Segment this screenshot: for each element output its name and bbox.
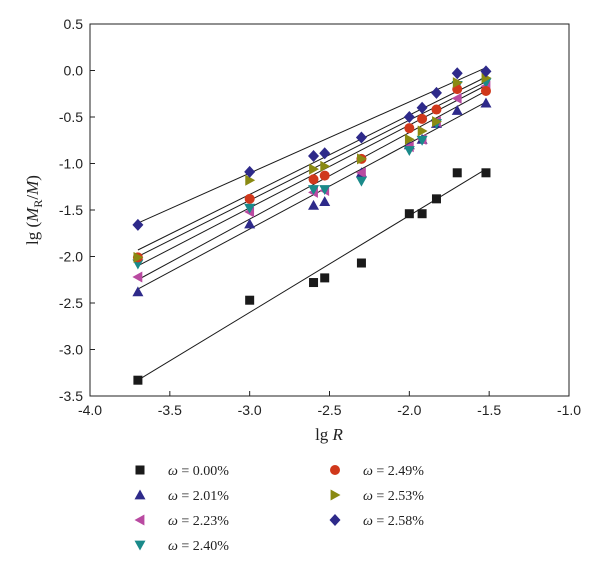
- data-point: [416, 101, 428, 114]
- data-point: [431, 104, 442, 115]
- x-tick-label: -1.0: [557, 402, 581, 418]
- data-point: [403, 146, 415, 156]
- data-point: [431, 194, 441, 204]
- legend-marker: [134, 540, 146, 551]
- data-point: [403, 111, 415, 123]
- legend-marker: [134, 514, 145, 526]
- data-point: [308, 174, 319, 185]
- y-tick-label: -3.0: [59, 342, 83, 358]
- legend-marker: [330, 489, 341, 501]
- data-point: [308, 199, 320, 210]
- data-point: [481, 168, 491, 178]
- data-point: [132, 271, 143, 283]
- data-point: [308, 185, 320, 196]
- data-point: [319, 147, 331, 160]
- x-tick-label: -1.5: [477, 402, 501, 418]
- data-point: [132, 259, 144, 270]
- data-point: [430, 86, 442, 99]
- data-point: [133, 251, 144, 263]
- data-point: [417, 125, 428, 137]
- data-point: [356, 258, 366, 268]
- x-tick-label: -2.5: [317, 402, 341, 418]
- y-tick-label: -1.0: [59, 156, 83, 172]
- x-tick-label: -2.0: [397, 402, 421, 418]
- data-point: [309, 278, 319, 288]
- data-point: [452, 77, 463, 89]
- data-point: [480, 97, 492, 108]
- legend-label: ω = 2.01%: [168, 489, 229, 504]
- legend-label: ω = 2.40%: [168, 539, 229, 554]
- data-point: [357, 153, 367, 165]
- data-point: [309, 163, 320, 175]
- data-point: [244, 193, 255, 204]
- data-point: [319, 196, 331, 207]
- data-point: [245, 174, 256, 186]
- y-tick-label: 0.0: [64, 63, 84, 79]
- y-tick-label: -3.5: [59, 388, 83, 404]
- data-point: [355, 131, 367, 144]
- data-point: [308, 150, 320, 163]
- plot-frame: [89, 23, 570, 397]
- legend-marker: [135, 465, 145, 475]
- data-point: [416, 135, 428, 146]
- data-point: [452, 168, 462, 178]
- legend-label: ω = 2.23%: [168, 514, 229, 529]
- legend-label: ω = 0.00%: [168, 464, 229, 479]
- data-point: [244, 218, 256, 229]
- data-point: [451, 67, 463, 80]
- data-point: [319, 185, 331, 196]
- y-tick-label: -0.5: [59, 109, 83, 125]
- data-point: [417, 113, 428, 124]
- data-point: [355, 176, 367, 187]
- x-axis-title: lg R: [315, 425, 343, 444]
- data-point: [451, 92, 462, 104]
- data-point: [404, 133, 415, 145]
- data-point: [451, 104, 463, 115]
- legend-label: ω = 2.58%: [363, 514, 424, 529]
- data-point: [404, 209, 414, 219]
- data-point: [417, 209, 427, 219]
- fit-line: [137, 101, 487, 290]
- x-tick-label: -3.5: [158, 402, 182, 418]
- data-point: [132, 218, 144, 231]
- data-point: [404, 123, 415, 134]
- y-axis-title: lg (MR/M): [23, 175, 45, 245]
- tick-labels: -4.0 -3.5 -3.0 -2.5 -2.0 -1.5 -1.00.50.0-0.5-1…: [59, 16, 581, 418]
- fit-line: [137, 76, 487, 251]
- axis-ticks: [89, 23, 570, 397]
- y-tick-label: -1.5: [59, 202, 83, 218]
- data-point: [355, 167, 366, 179]
- legend-marker: [134, 489, 146, 500]
- legend-marker: [330, 465, 340, 475]
- x-tick-label: -3.0: [238, 402, 262, 418]
- markers: [132, 65, 492, 385]
- data-point: [133, 375, 143, 385]
- fit-line: [137, 67, 487, 224]
- legend: ω = 0.00% ω = 2.01% ω = 2.23% ω = 2.40% ω = …: [134, 464, 424, 554]
- y-tick-label: -2.0: [59, 249, 83, 265]
- data-point: [132, 286, 144, 297]
- x-tick-label: -4.0: [78, 402, 102, 418]
- data-point: [244, 165, 256, 178]
- y-tick-label: 0.5: [64, 16, 84, 32]
- fit-line: [137, 168, 487, 381]
- data-point: [480, 85, 491, 96]
- data-point: [432, 116, 442, 128]
- data-point: [319, 170, 330, 181]
- legend-marker: [329, 514, 341, 526]
- legend-label: ω = 2.53%: [363, 489, 424, 504]
- data-point: [320, 160, 331, 172]
- y-tick-label: -2.5: [59, 295, 83, 311]
- legend-label: ω = 2.49%: [363, 464, 424, 479]
- data-point: [244, 203, 256, 214]
- data-point: [320, 273, 330, 283]
- data-point: [245, 295, 255, 305]
- fit-lines: [137, 67, 487, 381]
- data-point: [480, 65, 492, 78]
